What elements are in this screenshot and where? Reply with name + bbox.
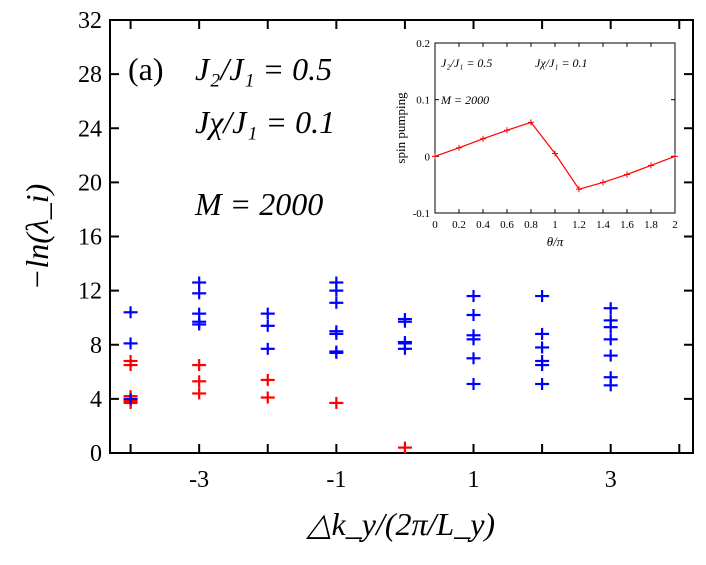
- y-axis-title: −ln(λ_i): [19, 184, 55, 291]
- data-point-blue: [603, 321, 618, 334]
- y-tick-label: 12: [78, 279, 102, 305]
- inset-data-point: [576, 186, 582, 193]
- inset-annotation-j2-ratio: J₂/J₁ = 0.5: [441, 56, 492, 70]
- inset-data-point: [432, 153, 438, 160]
- inset-x-tick-label: 0: [432, 219, 438, 231]
- inset-x-tick-label: 1.2: [572, 219, 586, 231]
- data-point-red: [123, 359, 138, 372]
- inset-points: [432, 119, 678, 193]
- data-point-red: [260, 373, 275, 386]
- inset-x-tick-label: 2: [672, 219, 678, 231]
- data-point-blue: [466, 352, 481, 365]
- inset-data-point: [648, 162, 654, 169]
- inset-y-tick-label: -0.1: [413, 208, 430, 220]
- annotation-jchi-ratio: Jχ/J₁ = 0.1: [195, 104, 335, 140]
- data-point-red: [192, 387, 207, 400]
- inset-data-point: [624, 171, 630, 178]
- data-point-blue: [603, 349, 618, 362]
- x-tick-label: 3: [605, 467, 617, 493]
- data-point-blue: [603, 302, 618, 315]
- inset-ticks: -0.100.10.20 0.2 0.4 0.6 0.8 1 1.2 1.4 1.6 1.8 2: [413, 38, 678, 231]
- y-tick-label: 24: [78, 116, 102, 142]
- y-tick-label: 0: [90, 441, 102, 467]
- data-point-blue: [329, 327, 344, 340]
- data-point-blue: [466, 333, 481, 346]
- inset-x-tick-label: 0.2: [452, 219, 466, 231]
- inset-y-tick-label: 0.2: [416, 38, 430, 50]
- inset-x-tick-label: 0.6: [500, 219, 514, 231]
- y-tick-label: 4: [90, 387, 102, 413]
- data-point-blue: [123, 392, 138, 405]
- annotation-j2-ratio: J₂/J₁ = 0.5: [195, 51, 332, 87]
- inset-y-axis-title: spin pumping: [393, 92, 408, 164]
- inset-data-point: [528, 119, 534, 126]
- data-point-blue: [466, 290, 481, 303]
- data-point-blue: [123, 337, 138, 350]
- y-tick-label: 32: [78, 8, 102, 34]
- inset-y-tick-label: 0.1: [416, 95, 430, 107]
- inset-data-point: [672, 153, 678, 160]
- data-point-blue: [329, 296, 344, 309]
- data-point-blue: [260, 307, 275, 320]
- data-point-blue: [329, 284, 344, 297]
- inset-x-tick-label: 1.8: [644, 219, 658, 231]
- data-point-red: [192, 359, 207, 372]
- inset-data-point: [456, 144, 462, 151]
- inset-x-tick-label: 1.6: [620, 219, 634, 231]
- x-tick-label: 1: [468, 467, 480, 493]
- inset-data-point: [504, 127, 510, 134]
- main-points: [123, 276, 618, 454]
- data-point-blue: [466, 377, 481, 390]
- data-point-blue: [397, 342, 412, 355]
- inset-x-tick-label: 1: [552, 219, 558, 231]
- inset-x-tick-label: 0.4: [476, 219, 490, 231]
- inset-data-point: [552, 150, 558, 157]
- data-point-blue: [192, 287, 207, 300]
- data-point-blue: [329, 346, 344, 359]
- y-tick-label: 20: [78, 170, 102, 196]
- inset-x-tick-label: 0.8: [524, 219, 538, 231]
- inset-x-axis-title: θ/π: [547, 234, 564, 249]
- data-point-red: [329, 396, 344, 409]
- data-point-blue: [535, 327, 550, 340]
- y-tick-label: 8: [90, 333, 102, 359]
- data-point-blue: [535, 377, 550, 390]
- data-point-blue: [192, 276, 207, 289]
- x-tick-label: -1: [326, 467, 346, 493]
- data-point-blue: [603, 333, 618, 346]
- inset-background: [435, 43, 675, 213]
- panel-label: (a): [128, 51, 164, 87]
- data-point-blue: [466, 308, 481, 321]
- inset-y-tick-label: 0: [425, 151, 431, 163]
- data-point-blue: [397, 315, 412, 328]
- data-point-blue: [260, 342, 275, 355]
- data-point-red: [192, 375, 207, 388]
- data-point-blue: [603, 379, 618, 392]
- data-point-blue: [535, 341, 550, 354]
- x-tick-label: -3: [189, 467, 209, 493]
- inset-data-point: [480, 135, 486, 142]
- y-tick-label: 28: [78, 62, 102, 88]
- inset-data-point: [600, 179, 606, 186]
- data-point-blue: [192, 318, 207, 331]
- inset-annotation-jchi-ratio: Jχ/J₁ = 0.1: [535, 56, 588, 70]
- annotation-bond-dimension: M = 2000: [194, 186, 323, 222]
- inset-plot: -0.100.10.20 0.2 0.4 0.6 0.8 1 1.2 1.4 1.6 1.8 2 J…: [393, 38, 678, 249]
- data-point-red: [260, 391, 275, 404]
- data-point-blue: [260, 319, 275, 332]
- x-axis-title: △k_y/(2π/L_y): [306, 506, 495, 542]
- data-point-blue: [123, 306, 138, 319]
- data-point-blue: [535, 359, 550, 372]
- y-tick-label: 16: [78, 225, 102, 251]
- data-point-blue: [535, 290, 550, 303]
- inset-x-tick-label: 1.4: [596, 219, 610, 231]
- inset-annotation-bond-dimension: M = 2000: [440, 93, 489, 107]
- data-point-red: [397, 441, 412, 454]
